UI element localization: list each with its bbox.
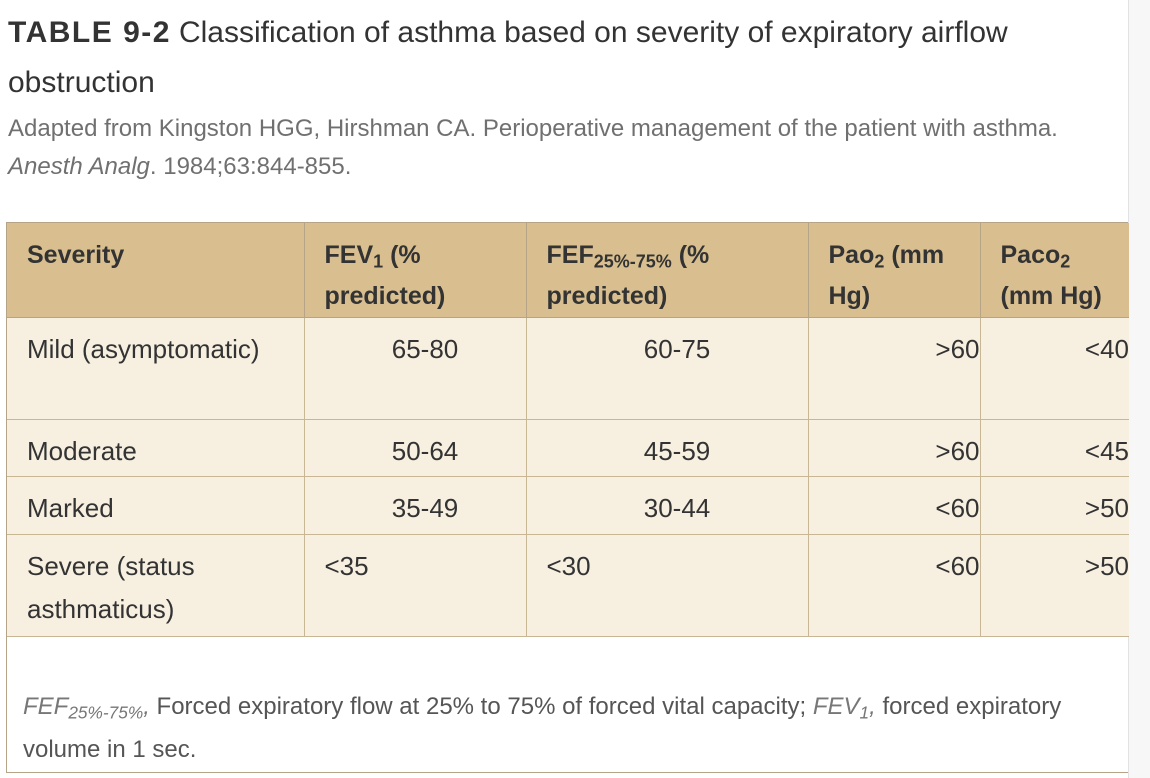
table-row: Moderate 50-64 45-59 >60 <45 — [7, 419, 1129, 477]
table-container: Severity FEV1 (% predicted) FEF25%-75% (… — [6, 222, 1129, 773]
cell-fev1: 65-80 — [304, 317, 527, 420]
cell-fef: 60-75 — [526, 317, 809, 420]
cell-fef: 45-59 — [526, 419, 809, 477]
footnote-def-fef: Forced expiratory flow at 25% to 75% of … — [149, 693, 813, 720]
cell-pao2: >60 — [808, 419, 981, 477]
severity-table: Severity FEV1 (% predicted) FEF25%-75% (… — [7, 223, 1129, 637]
source-journal: Anesth Analg — [8, 153, 150, 180]
table-title-text: Classification of asthma based on severi… — [8, 16, 1008, 99]
page-edge-scrollbar — [1128, 0, 1150, 778]
header-pao2: Pao2 (mm Hg) — [808, 223, 981, 318]
table-row: Marked 35-49 30-44 <60 >50 — [7, 476, 1129, 535]
cell-severity: Moderate — [7, 419, 305, 477]
cell-pao2: <60 — [808, 476, 981, 535]
cell-fef: <30 — [526, 534, 809, 637]
table-title: TABLE 9-2 Classification of asthma based … — [8, 8, 1108, 108]
cell-severity: Marked — [7, 476, 305, 535]
cell-fev1: 50-64 — [304, 419, 527, 477]
table-row: Mild (asymptomatic) 65-80 60-75 >60 <40 — [7, 317, 1129, 420]
cell-severity: Severe (status asthmaticus) — [7, 534, 305, 637]
table-row: Severe (status asthmaticus) <35 <30 <60 … — [7, 534, 1129, 637]
header-severity: Severity — [7, 223, 305, 318]
cell-paco2: <40 — [980, 317, 1129, 420]
header-fev1: FEV1 (% predicted) — [304, 223, 527, 318]
source-citation: . 1984;63:844-855. — [149, 153, 352, 180]
cell-fev1: 35-49 — [304, 476, 527, 535]
footnote-def-fev1: forced expiratory volume in 1 sec. — [23, 693, 1062, 763]
table-caption: TABLE 9-2 Classification of asthma based … — [8, 8, 1108, 186]
cell-severity: Mild (asymptomatic) — [7, 317, 305, 420]
table-source: Adapted from Kingston HGG, Hirshman CA. … — [8, 110, 1108, 186]
cell-paco2: >50 — [980, 476, 1129, 535]
table-footnote: FEF25%-75%, Forced expiratory flow at 25… — [23, 685, 1113, 771]
cell-pao2: >60 — [808, 317, 981, 420]
footnote-abbr-fev1: FEV1, — [812, 693, 876, 723]
header-paco2: Paco2 (mm Hg) — [980, 223, 1129, 318]
header-fef: FEF25%-75% (% predicted) — [526, 223, 809, 318]
cell-paco2: >50 — [980, 534, 1129, 637]
table-label: TABLE 9-2 — [8, 16, 171, 49]
cell-fef: 30-44 — [526, 476, 809, 535]
cell-fev1: <35 — [304, 534, 527, 637]
footnote-abbr-fef: FEF25%-75%, — [23, 693, 150, 723]
source-text: Adapted from Kingston HGG, Hirshman CA. … — [8, 115, 1058, 142]
cell-paco2: <45 — [980, 419, 1129, 477]
header-row: Severity FEV1 (% predicted) FEF25%-75% (… — [7, 223, 1129, 318]
cell-pao2: <60 — [808, 534, 981, 637]
